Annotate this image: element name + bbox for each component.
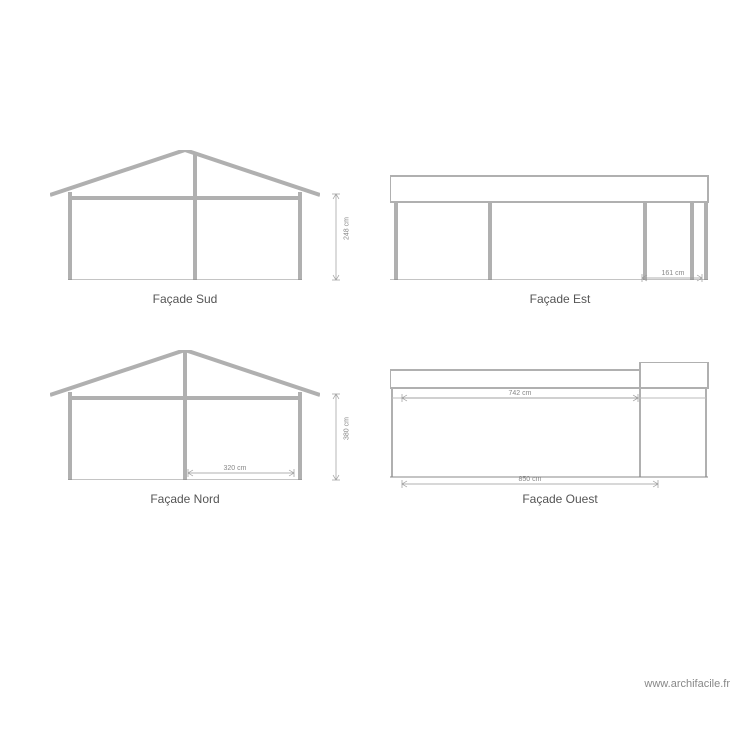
dim-label: 742 cm xyxy=(490,390,550,397)
facade-est-drawing xyxy=(390,175,710,280)
facade-ouest-drawing xyxy=(390,362,710,482)
dim-label: 320 cm xyxy=(200,465,270,472)
facade-sud-drawing xyxy=(50,150,320,280)
facade-est-label: Façade Est xyxy=(470,292,650,306)
dim-label: 161 cm xyxy=(648,270,698,277)
facade-ouest-label: Façade Ouest xyxy=(470,492,650,506)
drawing-canvas: Façade Sud 248 cm Façade Nord 380 cm 320… xyxy=(0,0,750,750)
facade-nord-label: Façade Nord xyxy=(95,492,275,506)
facade-sud-label: Façade Sud xyxy=(95,292,275,306)
dim-label: 380 cm xyxy=(344,414,351,444)
dim-label: 248 cm xyxy=(344,214,351,244)
watermark: www.archifacile.fr xyxy=(644,678,730,690)
facade-nord-drawing xyxy=(50,350,320,480)
dim-label: 850 cm xyxy=(500,476,560,483)
